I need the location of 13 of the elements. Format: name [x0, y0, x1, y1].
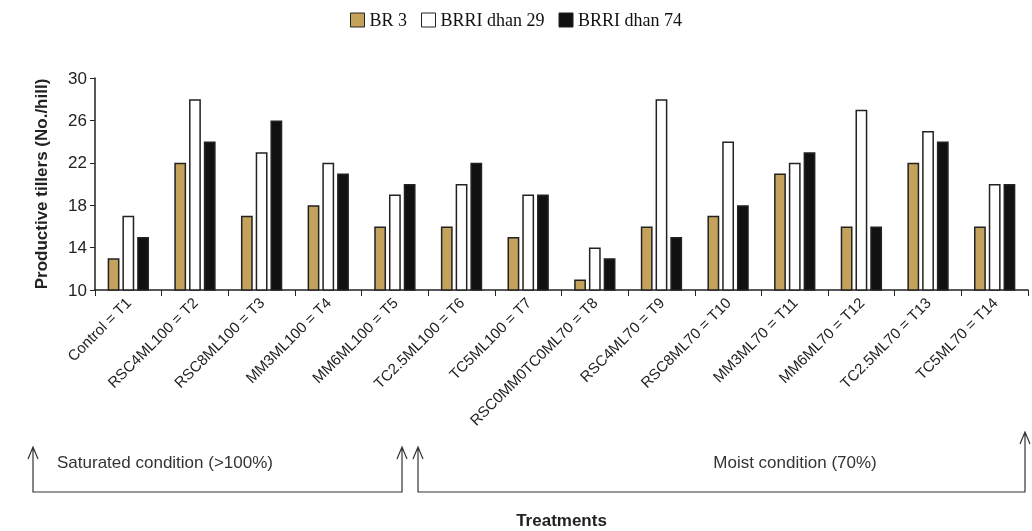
legend-label: BR 3 [369, 10, 408, 30]
text: Saturated condition (>100%) [57, 452, 273, 472]
legend-label: BRRI dhan 29 [440, 10, 545, 30]
text: Moist condition (70%) [713, 452, 877, 472]
y-tick-label: 14 [68, 238, 87, 258]
y-axis-title: Productive tillers (No./hill) [32, 78, 51, 290]
y-tick-label: 10 [68, 280, 87, 300]
y-tick-label: 18 [68, 195, 87, 215]
y-tick-label: 26 [68, 110, 87, 130]
y-tick-label: 22 [68, 153, 87, 173]
y-tick-label: 30 [68, 68, 87, 88]
legend-label: BRRI dhan 74 [578, 10, 683, 30]
x-axis-title: Treatments [516, 511, 607, 530]
